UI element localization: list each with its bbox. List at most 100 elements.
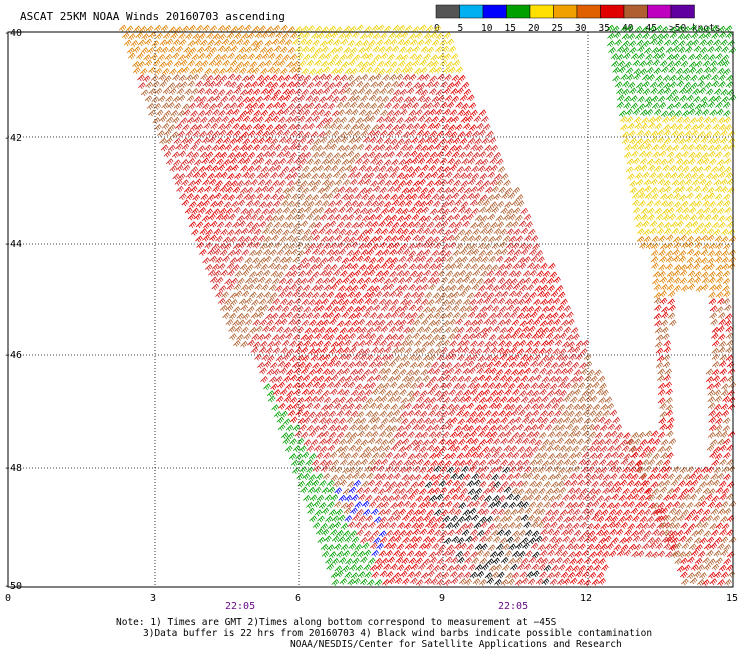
- wind-barb: [447, 199, 455, 207]
- wind-barb: [302, 242, 311, 250]
- wind-barb: [370, 298, 379, 306]
- wind-barb: [140, 47, 149, 54]
- wind-barb: [505, 572, 513, 580]
- wind-barb: [252, 45, 260, 53]
- wind-barb: [655, 347, 664, 355]
- wind-barb: [466, 402, 475, 410]
- wind-barb: [304, 362, 313, 370]
- wind-barb: [310, 375, 319, 383]
- wind-barb: [413, 570, 422, 578]
- wind-barb: [727, 403, 736, 411]
- wind-barb: [427, 187, 436, 194]
- wind-barb: [255, 95, 264, 103]
- wind-barb: [512, 283, 521, 291]
- wind-barb: [334, 179, 343, 187]
- wind-barb: [418, 542, 427, 550]
- wind-barb: [586, 565, 594, 572]
- wind-barb: [448, 45, 456, 53]
- wind-barb: [616, 452, 625, 459]
- wind-barb: [391, 199, 400, 207]
- wind-barb: [720, 186, 729, 194]
- wind-barb: [314, 221, 323, 229]
- wind-barb: [703, 66, 711, 74]
- wind-barb: [553, 276, 561, 284]
- wind-barb: [604, 515, 613, 523]
- wind-barb: [349, 101, 358, 109]
- wind-barb: [308, 474, 317, 481]
- wind-barb: [645, 242, 654, 250]
- wind-barb: [340, 270, 348, 278]
- wind-barb: [446, 178, 455, 186]
- wind-barb: [545, 369, 554, 376]
- wind-barb: [322, 222, 331, 230]
- wind-barb: [512, 431, 520, 439]
- wind-barb: [395, 53, 403, 61]
- wind-barb: [441, 410, 449, 418]
- wind-barb: [512, 494, 521, 502]
- wind-barb: [339, 152, 348, 160]
- wind-barb: [306, 501, 314, 509]
- wind-barb: [422, 109, 431, 117]
- wind-barb: [297, 193, 306, 201]
- wind-barb: [278, 116, 286, 124]
- wind-barb: [379, 516, 388, 524]
- wind-barb: [633, 68, 641, 75]
- wind-barb: [341, 257, 350, 265]
- wind-barb: [668, 507, 677, 515]
- wind-barb: [430, 54, 438, 62]
- wind-barb: [199, 95, 207, 103]
- wind-barb: [477, 165, 486, 173]
- wind-barb: [303, 439, 312, 447]
- wind-barb: [356, 333, 365, 341]
- wind-barb: [222, 137, 231, 144]
- wind-barb: [365, 227, 374, 235]
- wind-barb: [327, 102, 336, 110]
- wind-barb: [632, 515, 640, 523]
- wind-barb: [224, 278, 232, 286]
- wind-barb: [344, 164, 353, 172]
- wind-barb: [329, 388, 338, 396]
- wind-barb: [265, 221, 274, 229]
- wind-barb: [363, 508, 371, 516]
- wind-barb: [652, 151, 660, 159]
- wind-barb: [246, 283, 255, 291]
- wind-barb: [621, 88, 630, 96]
- wind-barb: [476, 277, 484, 285]
- wind-barb: [474, 255, 483, 263]
- wind-barb: [313, 486, 322, 494]
- wind-barb: [663, 228, 672, 235]
- wind-barb: [217, 164, 226, 172]
- wind-barb: [448, 221, 457, 229]
- wind-barb: [313, 158, 322, 166]
- wind-barb: [586, 543, 595, 551]
- wind-barb: [339, 479, 347, 487]
- wind-barb: [658, 249, 666, 257]
- wind-barb: [555, 396, 564, 404]
- wind-barb: [356, 255, 364, 263]
- wind-barb: [367, 194, 376, 202]
- wind-barb: [156, 130, 165, 137]
- wind-barb: [264, 59, 272, 67]
- wind-barb: [512, 186, 521, 194]
- wind-barb: [251, 158, 259, 166]
- wind-barb: [612, 502, 621, 510]
- wind-barb: [294, 277, 302, 285]
- wind-barb: [273, 200, 281, 208]
- wind-barb: [222, 312, 230, 320]
- wind-barb: [507, 418, 516, 426]
- wind-barb: [327, 501, 335, 509]
- wind-barb: [686, 248, 695, 256]
- wind-barb: [467, 235, 475, 242]
- wind-barb: [394, 285, 403, 293]
- wind-barb: [323, 110, 332, 118]
- wind-barb: [450, 473, 458, 480]
- wind-barb: [663, 374, 671, 382]
- wind-barb: [687, 102, 695, 110]
- wind-barb: [498, 283, 507, 291]
- wind-barb: [453, 425, 462, 433]
- wind-barb: [426, 509, 435, 517]
- wind-barb: [665, 242, 674, 250]
- wind-barb: [388, 32, 396, 39]
- wind-barb: [503, 333, 512, 341]
- wind-barb: [583, 375, 592, 382]
